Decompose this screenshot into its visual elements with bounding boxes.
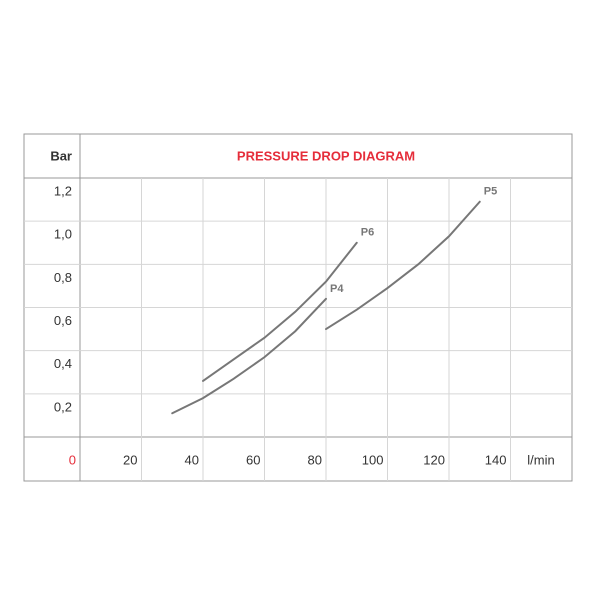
y-tick-label: 1,2: [54, 183, 72, 198]
series-label: P4: [330, 283, 344, 295]
y-tick-label: 0,6: [54, 313, 72, 328]
x-tick-label: 80: [308, 452, 322, 467]
series-line: [325, 200, 481, 331]
x-tick-label: 60: [246, 452, 260, 467]
series-label: P6: [361, 227, 374, 239]
x-tick-label: 40: [185, 452, 199, 467]
x-tick-label: 100: [362, 452, 384, 467]
y-tick-label: 0,2: [54, 399, 72, 414]
x-tick-label: 120: [423, 452, 445, 467]
x-tick-label: 20: [123, 452, 137, 467]
series-line: [171, 297, 327, 415]
x-tick-label: 0: [69, 452, 76, 467]
y-tick-label: 0,8: [54, 270, 72, 285]
series-label: P5: [484, 186, 497, 198]
y-tick-label: 1,0: [54, 227, 72, 242]
y-tick-label: 0,4: [54, 356, 72, 371]
x-tick-label: 140: [485, 452, 507, 467]
chart-title: PRESSURE DROP DIAGRAM: [237, 148, 415, 163]
series-line: [202, 241, 358, 382]
y-axis-label: Bar: [50, 148, 72, 163]
x-axis-label: l/min: [527, 452, 554, 467]
